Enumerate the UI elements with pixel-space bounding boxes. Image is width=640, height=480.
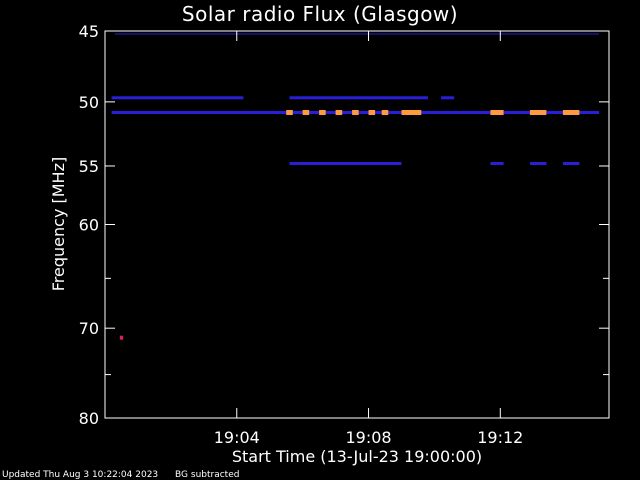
band-segment-strong bbox=[381, 110, 389, 115]
x-tick-label: 19:04 bbox=[214, 428, 260, 447]
band-segment-strong bbox=[490, 110, 504, 115]
x-axis: 19:04 19:08 19:12 bbox=[214, 31, 523, 447]
band-segment-weak bbox=[289, 162, 402, 165]
band-segment-medium bbox=[119, 335, 124, 340]
band-segment-strong bbox=[529, 110, 547, 115]
band-segment-strong bbox=[319, 110, 326, 115]
band-marks bbox=[111, 33, 600, 340]
y-tick-label: 55 bbox=[79, 157, 99, 176]
y-tick-label: 45 bbox=[79, 22, 99, 41]
band-segment-weak bbox=[111, 96, 244, 100]
band-segment-weak bbox=[289, 96, 428, 100]
band-segment-strong bbox=[286, 110, 293, 115]
y-tick-label: 50 bbox=[79, 93, 99, 112]
band-segment-weak bbox=[441, 96, 455, 100]
y-axis: 45 50 55 60 70 80 bbox=[79, 22, 609, 428]
plot-background bbox=[105, 31, 609, 418]
band-segment-weak bbox=[490, 162, 504, 165]
chart-title: Solar radio Flux (Glasgow) bbox=[181, 2, 459, 26]
band-segment-weak bbox=[562, 162, 580, 165]
y-tick-label: 60 bbox=[79, 216, 99, 235]
bg-note: BG subtracted bbox=[175, 470, 240, 480]
updated-timestamp: Updated Thu Aug 3 10:22:04 2023 bbox=[2, 470, 159, 480]
x-axis-label: Start Time (13-Jul-23 19:00:00) bbox=[232, 447, 482, 466]
band-segment-strong bbox=[401, 110, 422, 115]
band-segment-weak bbox=[529, 162, 547, 165]
x-tick-label: 19:08 bbox=[345, 428, 391, 447]
band-segment-strong bbox=[562, 110, 580, 115]
x-tick-label: 19:12 bbox=[477, 428, 523, 447]
band-segment-strong bbox=[368, 110, 376, 115]
y-tick-label: 70 bbox=[79, 319, 99, 338]
y-tick-label: 80 bbox=[79, 409, 99, 428]
band-segment-strong bbox=[335, 110, 343, 115]
footer: Updated Thu Aug 3 10:22:04 2023 BG subtr… bbox=[2, 470, 253, 480]
y-axis-label: Frequency [MHz] bbox=[49, 157, 68, 291]
band-segment-strong bbox=[302, 110, 310, 115]
band-segment-faint bbox=[114, 33, 600, 35]
band-segment-strong bbox=[352, 110, 359, 115]
